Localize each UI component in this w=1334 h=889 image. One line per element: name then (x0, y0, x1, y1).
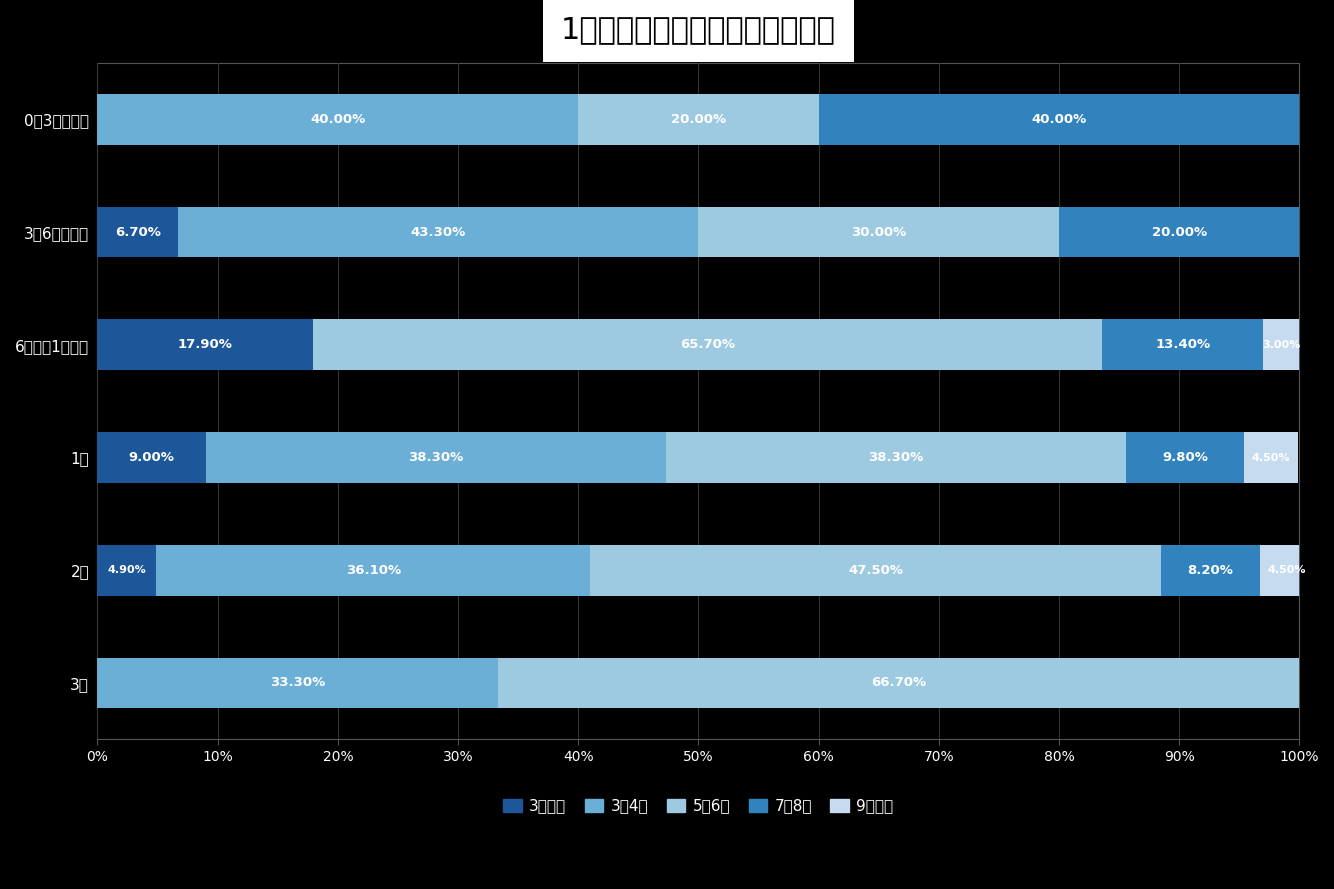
Text: 30.00%: 30.00% (851, 226, 906, 238)
Text: 36.10%: 36.10% (346, 564, 400, 577)
Bar (97, 207, 177, 258)
Text: 38.30%: 38.30% (868, 451, 923, 464)
Title: 1日のおむつ交換回数（年齢別）: 1日のおむつ交換回数（年齢別） (560, 15, 836, 44)
Bar (177, 207, 699, 258)
Text: 17.90%: 17.90% (177, 339, 232, 351)
Text: 43.30%: 43.30% (411, 226, 466, 238)
Bar (1245, 432, 1298, 483)
Bar (1059, 207, 1299, 258)
Bar (97, 658, 498, 709)
Text: 20.00%: 20.00% (1151, 226, 1207, 238)
Bar (97, 319, 312, 370)
Text: 66.70%: 66.70% (871, 677, 926, 690)
Bar (590, 545, 1161, 596)
Text: 4.90%: 4.90% (108, 565, 147, 575)
Bar (1102, 319, 1263, 370)
Legend: 3回未満, 3～4回, 5～6回, 7～8回, 9回以上: 3回未満, 3～4回, 5～6回, 7～8回, 9回以上 (498, 792, 899, 820)
Text: 47.50%: 47.50% (848, 564, 903, 577)
Text: 3.00%: 3.00% (1262, 340, 1301, 349)
Text: 40.00%: 40.00% (1031, 113, 1086, 126)
Text: 4.50%: 4.50% (1267, 565, 1306, 575)
Bar (498, 658, 1299, 709)
Text: 65.70%: 65.70% (680, 339, 735, 351)
Text: 9.80%: 9.80% (1162, 451, 1209, 464)
Bar (97, 94, 578, 145)
Bar (699, 207, 1059, 258)
Bar (578, 94, 819, 145)
Text: 9.00%: 9.00% (128, 451, 175, 464)
Bar (1263, 319, 1299, 370)
Bar (666, 432, 1126, 483)
Bar (97, 432, 205, 483)
Bar (1161, 545, 1259, 596)
Bar (1259, 545, 1314, 596)
Text: 20.00%: 20.00% (671, 113, 726, 126)
Bar (819, 94, 1299, 145)
Text: 6.70%: 6.70% (115, 226, 160, 238)
Text: 38.30%: 38.30% (408, 451, 463, 464)
Bar (156, 545, 590, 596)
Text: 13.40%: 13.40% (1155, 339, 1210, 351)
Bar (312, 319, 1102, 370)
Text: 40.00%: 40.00% (311, 113, 366, 126)
Text: 8.20%: 8.20% (1187, 564, 1233, 577)
Text: 4.50%: 4.50% (1251, 453, 1290, 462)
Bar (205, 432, 666, 483)
Text: 33.30%: 33.30% (269, 677, 325, 690)
Bar (1126, 432, 1245, 483)
Bar (97, 545, 156, 596)
